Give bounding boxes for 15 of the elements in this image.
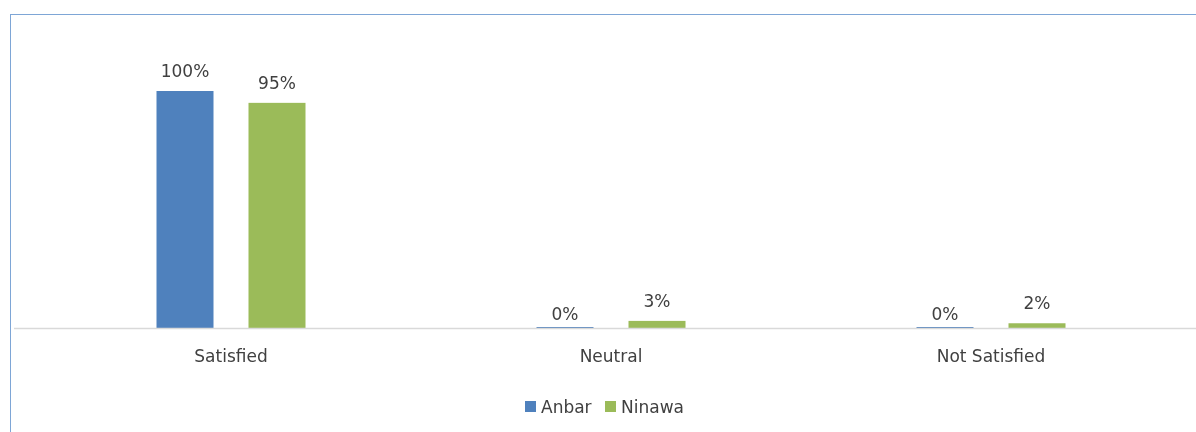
data-label: 95% — [258, 72, 296, 93]
bar — [156, 91, 214, 328]
data-label: 0% — [551, 304, 579, 324]
data-label: 3% — [643, 290, 671, 311]
legend-label: Ninawa — [621, 397, 684, 417]
legend-label: Anbar — [541, 397, 592, 417]
x-tick-label: Neutral — [579, 346, 643, 366]
x-tick-label: Satisfied — [194, 346, 268, 366]
data-label: 0% — [931, 304, 959, 324]
x-tick-label: Not Satisfied — [936, 346, 1046, 366]
bar — [248, 102, 306, 328]
bar — [628, 320, 686, 328]
bar — [1008, 323, 1066, 328]
data-label: 100% — [160, 61, 210, 81]
data-label: 2% — [1023, 293, 1051, 314]
